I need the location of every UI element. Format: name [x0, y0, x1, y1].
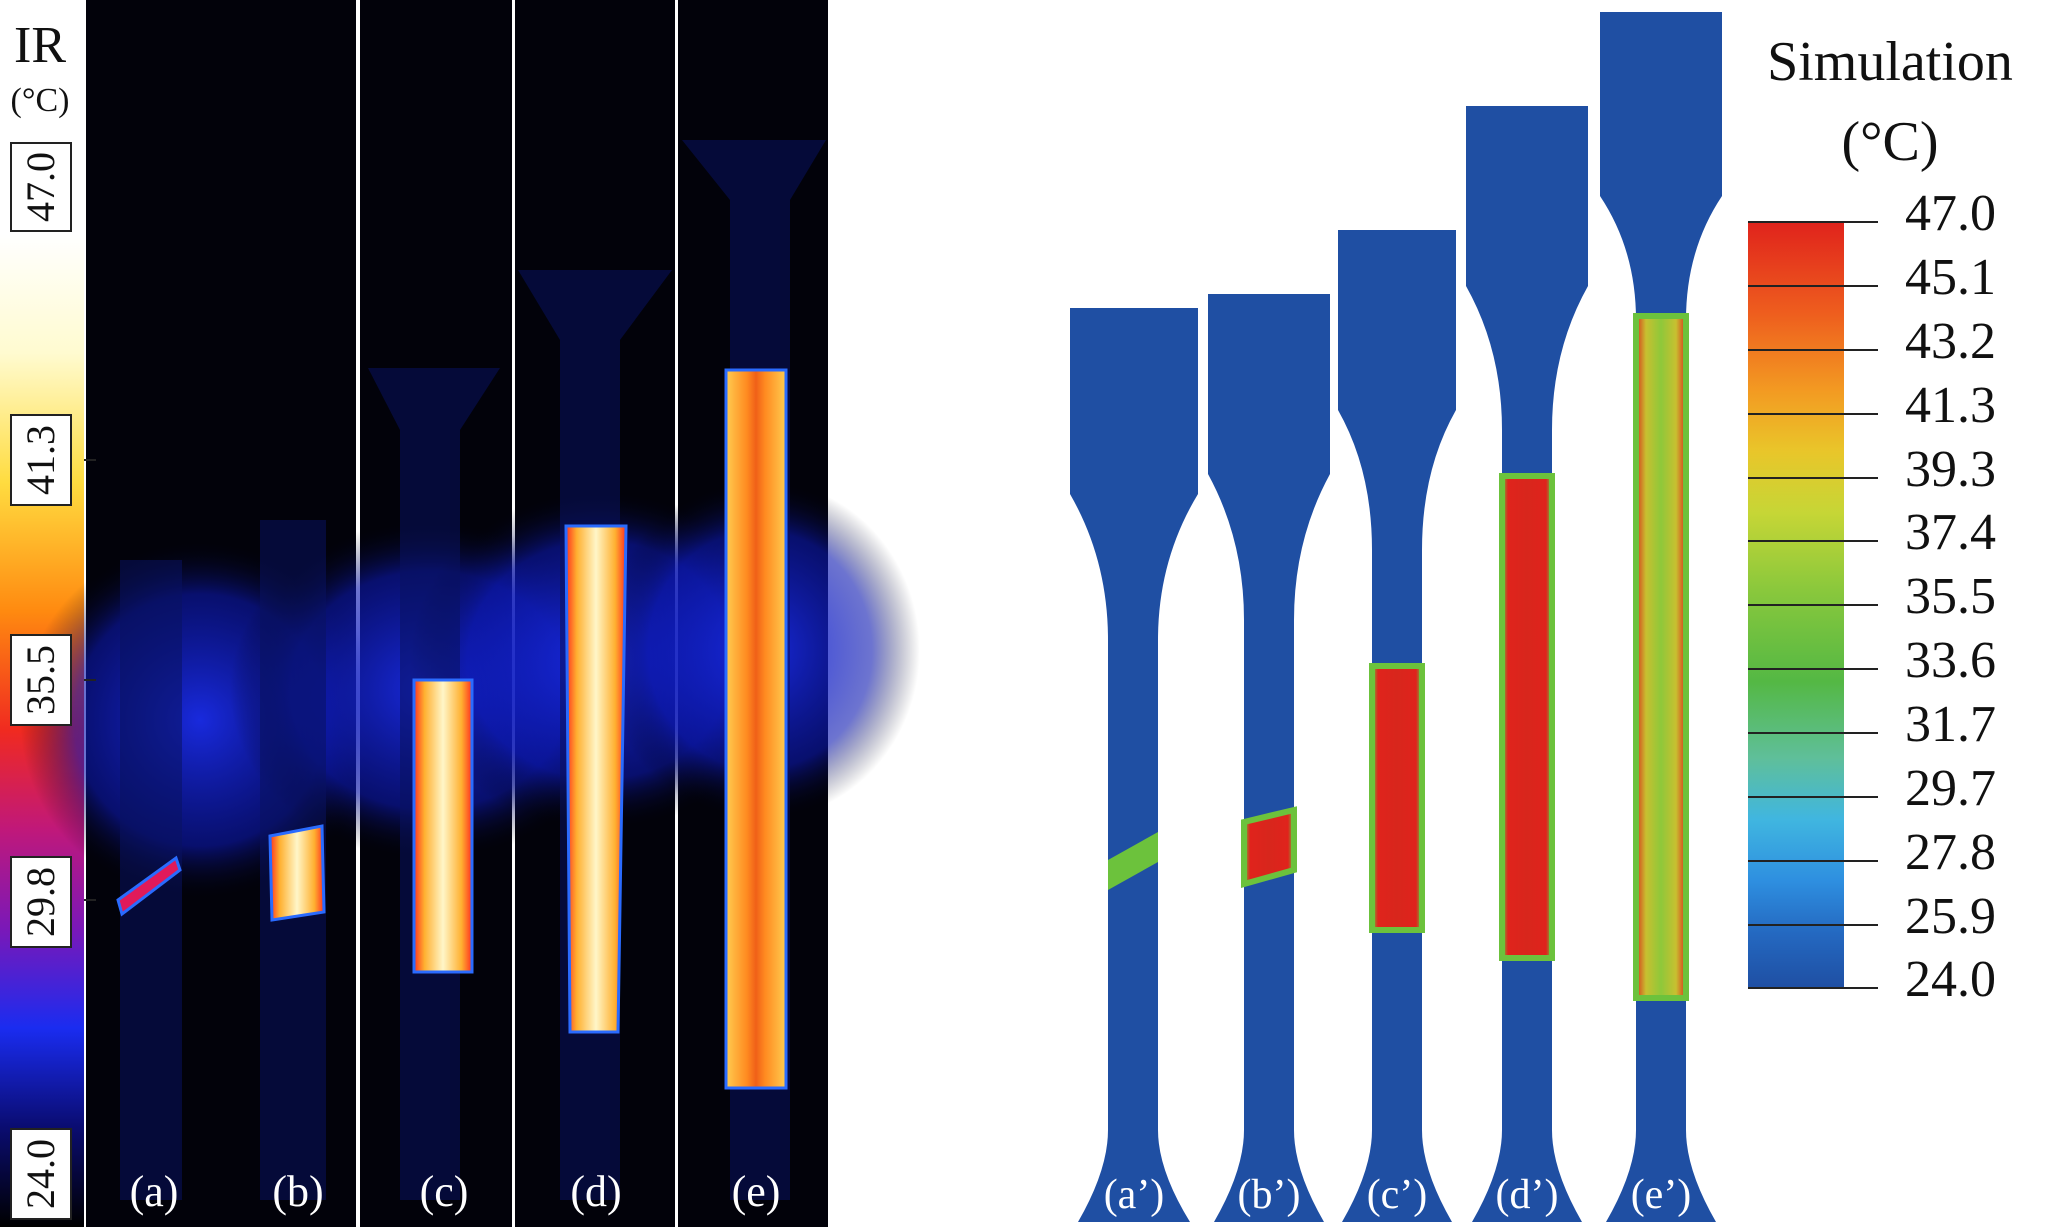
simulation-scale-tick: 25.9: [1905, 888, 1996, 945]
simulation-scale-tick: 41.3: [1905, 377, 1996, 434]
sim-hot-zone-a: [1108, 832, 1158, 890]
simulation-scale-tick: 43.2: [1905, 313, 1996, 370]
simulation-scale-tick: 24.0: [1905, 951, 1996, 1008]
sim-specimen-b: [1208, 294, 1330, 1222]
simulation-scale-tick-lines: [1748, 221, 1878, 989]
sim-label-b: (b’): [1238, 1172, 1301, 1218]
sim-label-c: (c’): [1367, 1172, 1428, 1218]
simulation-scale-tick: 27.8: [1905, 824, 1996, 881]
sim-specimen-a: [1070, 308, 1198, 1222]
simulation-specimens: [1070, 12, 1722, 1222]
sim-label-d: (d’): [1496, 1172, 1559, 1218]
sim-label-e: (e’): [1631, 1172, 1692, 1218]
sim-label-a: (a’): [1104, 1172, 1165, 1218]
simulation-scale-tick: 47.0: [1905, 185, 1996, 242]
ir-label-c: (c): [420, 1167, 469, 1216]
simulation-panel-title: Simulation: [1767, 31, 2013, 93]
ir-hot-zone-b: [268, 824, 326, 922]
ir-scale-tick: 41.3: [10, 414, 72, 506]
simulation-scale-tick: 31.7: [1905, 696, 1996, 753]
sim-hot-zone-c: [1369, 663, 1425, 933]
simulation-scale-tick: 29.7: [1905, 760, 1996, 817]
ir-scale-tick: 29.8: [10, 856, 72, 948]
sim-specimen-labels: (a’) (b’) (c’) (d’) (e’): [1104, 1172, 1692, 1218]
simulation-scale-tick: 37.4: [1905, 504, 1996, 561]
sim-hot-zone-e: [1633, 313, 1689, 1001]
ir-hot-zone-d: [564, 524, 628, 1034]
ir-panel-title: IR: [14, 17, 66, 74]
ir-scale-tick: 47.0: [10, 142, 72, 232]
simulation-panel-unit: (°C): [1841, 111, 1939, 173]
sim-hot-zone-b: [1241, 806, 1297, 888]
ir-label-a: (a): [130, 1167, 179, 1216]
simulation-scale-tick: 45.1: [1905, 249, 1996, 306]
simulation-scale-tick: 35.5: [1905, 568, 1996, 625]
ir-scale-tick: 35.5: [10, 634, 72, 726]
simulation-scale-tick: 39.3: [1905, 441, 1996, 498]
ir-frames: [20, 0, 920, 1227]
ir-hot-zone-c: [412, 678, 474, 974]
ir-scale-tick: 24.0: [10, 1128, 72, 1220]
ir-label-b: (b): [272, 1167, 323, 1216]
sim-hot-zone-d: [1499, 473, 1555, 961]
ir-label-d: (d): [570, 1167, 621, 1216]
ir-panel-unit: (°C): [10, 82, 70, 119]
simulation-scale-tick: 33.6: [1905, 632, 1996, 689]
ir-hot-zone-e: [724, 368, 788, 1090]
ir-label-e: (e): [732, 1167, 781, 1216]
ir-hot-zone-a: [116, 855, 182, 917]
ir-specimen-labels: (a) (b) (c) (d) (e): [130, 1167, 781, 1216]
